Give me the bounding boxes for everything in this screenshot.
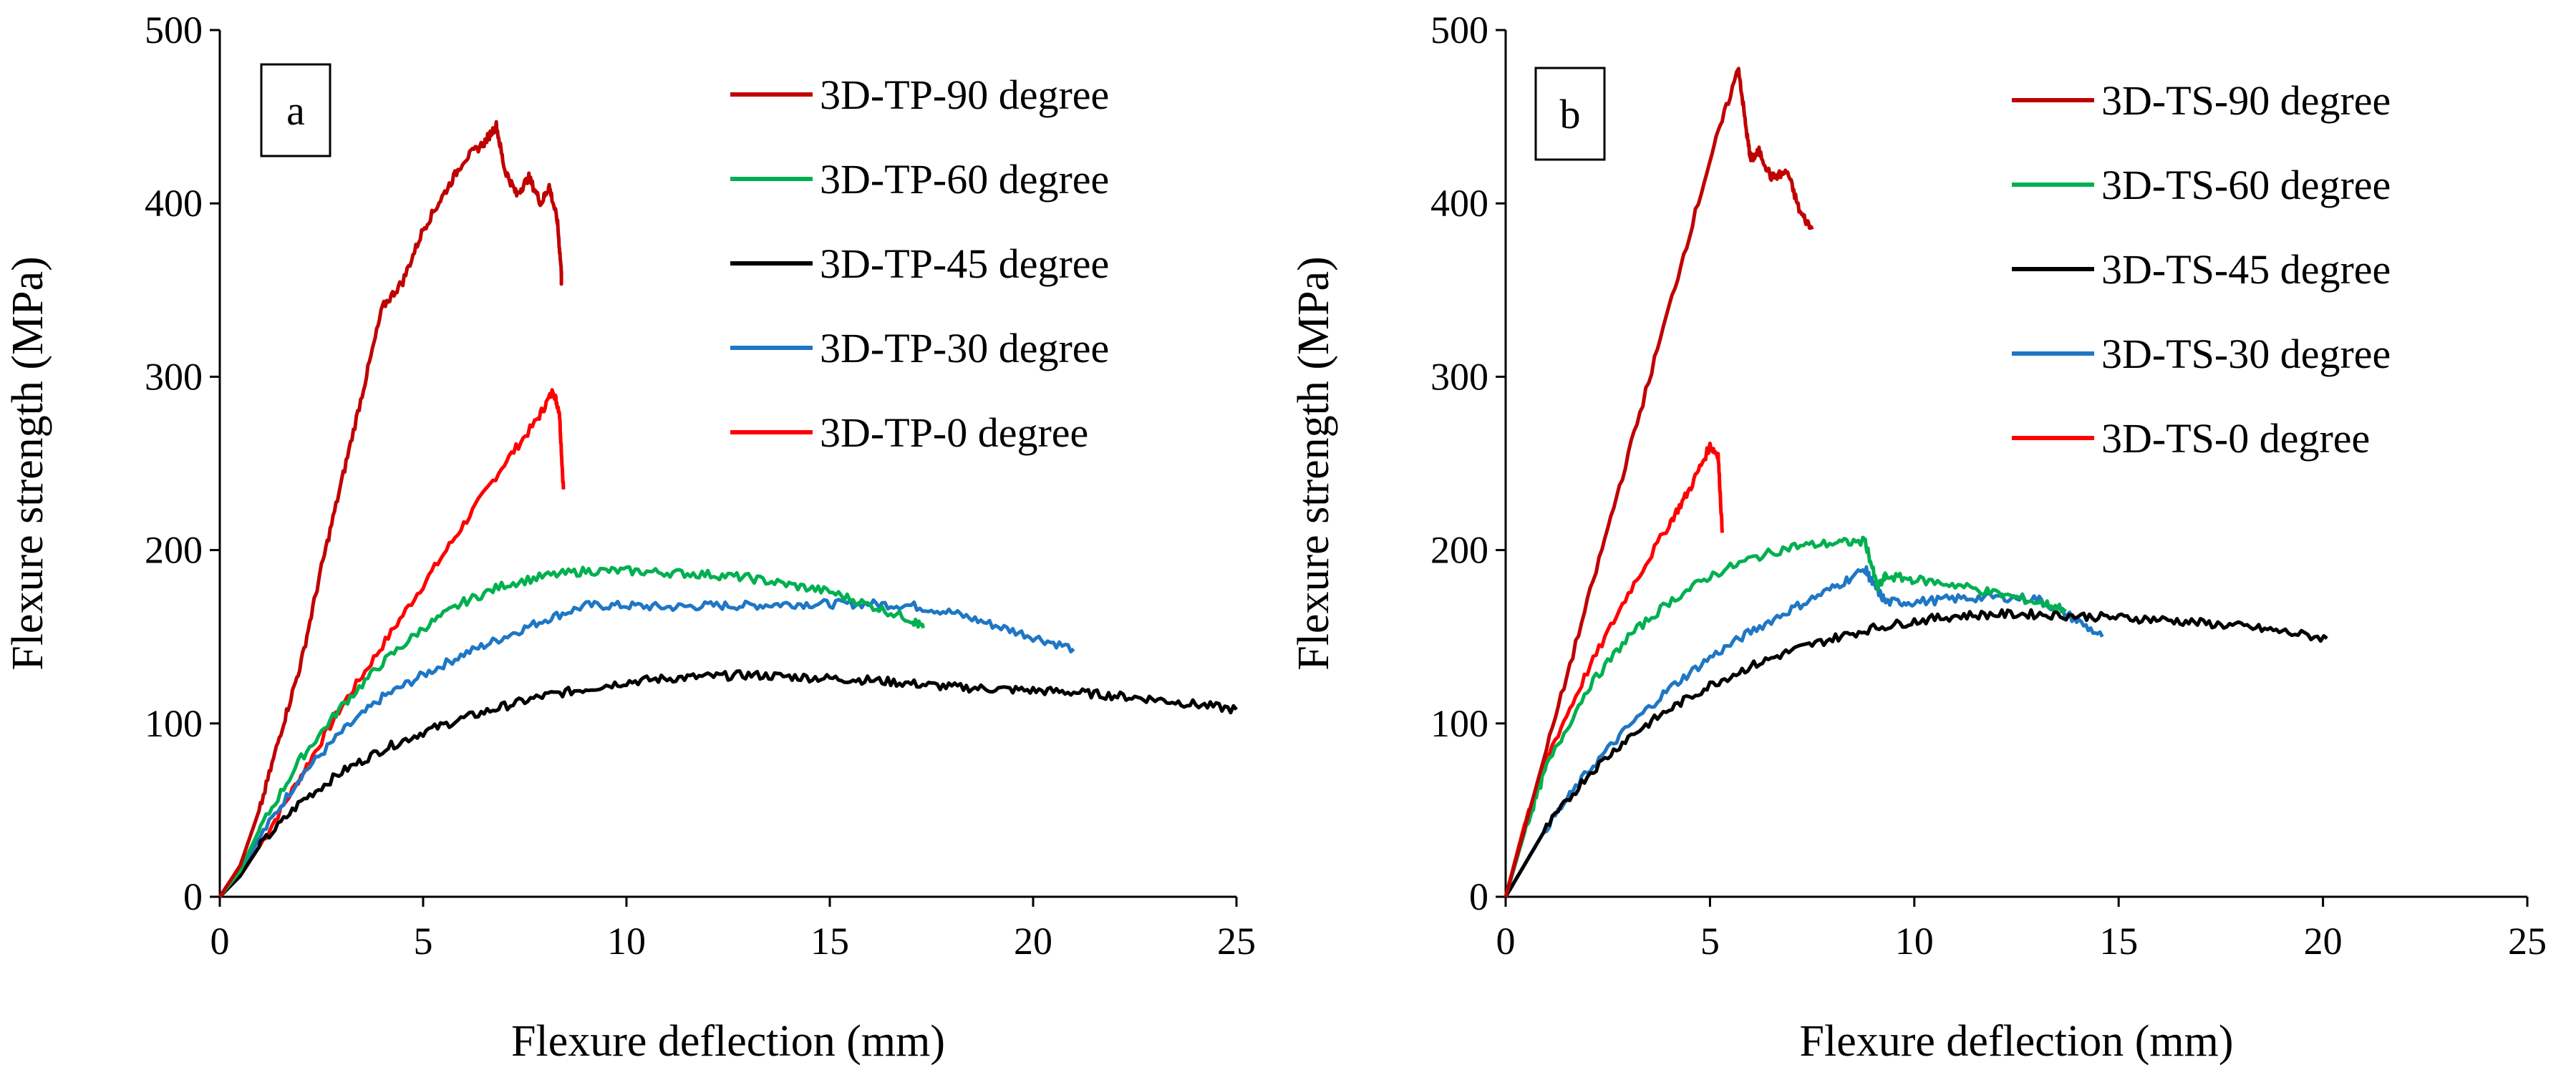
y-tick-label: 100	[1430, 702, 1488, 745]
x-axis-title: Flexure deflection (mm)	[511, 1017, 945, 1066]
legend-label: 3D-TS-30 degree	[2101, 331, 2391, 377]
x-tick-label: 5	[414, 920, 433, 963]
y-axis-title: Flexure strength (MPa)	[1289, 256, 1338, 671]
legend-label: 3D-TS-60 degree	[2101, 162, 2391, 208]
chart-panel-a: 0 5 10 15 20 25 0 100 200 300 400 500 Flexure deflec…	[4, 9, 1256, 1066]
x-tick-label: 20	[1014, 920, 1052, 963]
series-line-3D-TP-30-degree	[218, 598, 1075, 898]
panel-label: b	[1560, 91, 1581, 137]
legend-label: 3D-TP-45 degree	[820, 240, 1109, 287]
x-tick-label: 25	[2508, 920, 2547, 963]
y-tick-label: 500	[145, 9, 203, 52]
legend-label: 3D-TP-60 degree	[820, 156, 1109, 203]
chart-panel-b: 0 5 10 15 20 25 0 100 200 300 400 500 Flexure deflec…	[1289, 9, 2547, 1066]
panel-label-box	[260, 63, 331, 157]
series-line-3D-TS-45-degree	[1504, 608, 2328, 898]
y-tick-label: 200	[1430, 529, 1488, 572]
y-axis-title: Flexure strength (MPa)	[4, 256, 52, 671]
legend-label: 3D-TP-90 degree	[820, 72, 1109, 118]
x-tick-label: 15	[2099, 920, 2138, 963]
panel-label: a	[286, 87, 305, 134]
y-tick-label: 300	[145, 355, 203, 398]
legend-label: 3D-TS-90 degree	[2101, 77, 2391, 124]
series-line-3D-TP-60-degree	[218, 565, 926, 898]
legend-label: 3D-TS-0 degree	[2101, 415, 2370, 462]
x-tick-label: 0	[1496, 920, 1516, 963]
y-tick-label: 400	[145, 182, 203, 225]
x-tick-label: 5	[1700, 920, 1720, 963]
series-line-3D-TP-90-degree	[218, 120, 563, 898]
y-tick-label: 200	[145, 529, 203, 572]
legend-label: 3D-TP-30 degree	[820, 325, 1109, 371]
x-tick-label: 10	[1895, 920, 1934, 963]
y-tick-label: 500	[1430, 9, 1488, 52]
panel-label-box	[1534, 67, 1606, 161]
legend-label: 3D-TP-0 degree	[820, 409, 1088, 456]
legend-label: 3D-TS-45 degree	[2101, 246, 2391, 293]
x-tick-label: 15	[810, 920, 849, 963]
series-line-3D-TP-0-degree	[218, 388, 566, 898]
x-tick-label: 20	[2304, 920, 2343, 963]
y-tick-label: 300	[1430, 355, 1488, 398]
x-tick-label: 25	[1217, 920, 1256, 963]
y-tick-label: 100	[145, 702, 203, 745]
series-line-3D-TS-90-degree	[1504, 67, 1814, 897]
series-line-3D-TP-45-degree	[218, 669, 1238, 898]
y-tick-label: 0	[1469, 875, 1488, 918]
x-axis-title: Flexure deflection (mm)	[1799, 1017, 2233, 1066]
x-tick-label: 10	[607, 920, 646, 963]
x-tick-label: 0	[210, 920, 230, 963]
y-tick-label: 400	[1430, 182, 1488, 225]
series-line-3D-TS-60-degree	[1504, 535, 2067, 897]
y-tick-label: 0	[183, 875, 203, 918]
